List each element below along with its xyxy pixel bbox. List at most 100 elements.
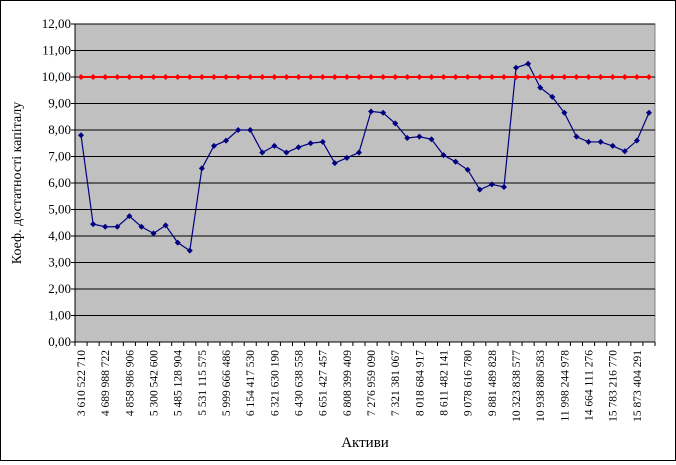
data-point: [476, 186, 483, 193]
data-point: [126, 74, 133, 80]
data-point: [259, 149, 266, 156]
data-point: [162, 74, 169, 80]
x-tick-label: 8 018 684 917: [414, 350, 426, 416]
data-point: [609, 142, 616, 149]
x-tick-label: 9 078 616 780: [463, 350, 475, 416]
x-tick-label: 8 611 482 141: [439, 350, 451, 416]
data-point: [585, 138, 592, 145]
x-tick-label: 6 430 638 558: [294, 350, 306, 416]
x-tick-label: 15 783 216 770: [608, 350, 620, 422]
data-point: [343, 74, 350, 80]
y-tick-label: 8,00: [48, 122, 71, 137]
data-point: [186, 247, 193, 254]
data-point: [198, 74, 205, 80]
data-point: [114, 74, 121, 80]
data-point: [609, 74, 616, 80]
data-point: [368, 108, 375, 115]
data-point: [525, 74, 532, 80]
data-point: [380, 74, 387, 80]
data-point: [416, 133, 423, 140]
data-point: [271, 142, 278, 149]
y-tick-label: 9,00: [48, 96, 71, 111]
data-point: [247, 74, 254, 80]
data-point: [102, 223, 109, 230]
data-point: [295, 74, 302, 80]
data-point: [404, 74, 411, 80]
y-tick-label: 1,00: [48, 308, 71, 323]
x-tick-label: 5 531 115 575: [197, 350, 209, 416]
series-2: [78, 74, 652, 80]
data-point: [283, 74, 290, 80]
data-point: [392, 74, 399, 80]
data-point: [210, 142, 217, 149]
data-point: [428, 74, 435, 80]
data-point: [597, 138, 604, 145]
data-point: [621, 148, 628, 155]
data-point: [597, 74, 604, 80]
data-point: [573, 74, 580, 80]
data-point: [404, 134, 411, 141]
data-point: [440, 152, 447, 159]
data-point: [549, 93, 556, 100]
data-point: [416, 74, 423, 80]
data-point: [271, 74, 278, 80]
data-point: [561, 74, 568, 80]
series-group: [78, 60, 652, 254]
data-point: [247, 127, 254, 133]
y-tick-label: 3,00: [48, 255, 71, 270]
data-point: [513, 64, 520, 71]
y-tick-label: 0,00: [48, 334, 71, 349]
data-point: [126, 213, 133, 220]
x-axis-ticks: 3 610 522 710 4 689 988 722 4 858 986 906 5…: [74, 342, 656, 422]
data-point: [380, 109, 387, 116]
data-point: [488, 74, 495, 80]
x-tick-label: 3 610 522 710: [76, 350, 88, 416]
data-point: [90, 221, 97, 228]
x-tick-label: 9 881 489 828: [487, 350, 499, 416]
data-point: [319, 138, 326, 145]
data-point: [198, 165, 205, 172]
data-point: [235, 74, 242, 80]
data-point: [331, 160, 338, 167]
data-point: [223, 74, 230, 80]
data-point: [452, 74, 459, 80]
x-tick-label: 7 321 381 067: [390, 350, 402, 416]
data-point: [150, 230, 157, 237]
data-point: [259, 74, 266, 80]
data-point: [283, 149, 290, 156]
x-tick-label: 6 651 427 457: [318, 350, 330, 416]
x-tick-label: 5 485 128 904: [173, 350, 185, 416]
y-tick-label: 12,00: [42, 16, 71, 31]
data-point: [90, 74, 97, 80]
data-point: [307, 140, 314, 147]
data-point: [331, 74, 338, 80]
data-point: [186, 74, 193, 80]
data-point: [343, 154, 350, 161]
data-point: [319, 74, 326, 80]
y-tick-label: 2,00: [48, 281, 71, 296]
data-point: [307, 74, 314, 80]
y-tick-label: 5,00: [48, 202, 71, 217]
data-point: [525, 60, 532, 67]
y-axis-ticks: 0,00 1,00 2,00 3,00 4,00 5,00 6,00 7,00 8,00 9,00…: [42, 16, 75, 349]
x-tick-label: 6 808 399 409: [342, 350, 354, 416]
data-point: [174, 239, 181, 246]
data-point: [174, 74, 181, 80]
y-tick-label: 4,00: [48, 228, 71, 243]
data-point: [500, 183, 507, 190]
data-point: [150, 74, 157, 80]
data-point: [138, 223, 145, 230]
data-point: [464, 166, 471, 173]
data-point: [368, 74, 375, 80]
x-tick-label: 7 276 959 090: [366, 350, 378, 416]
data-point: [355, 74, 362, 80]
series-line: [80, 63, 650, 252]
x-tick-label: 6 321 630 190: [269, 350, 281, 416]
data-point: [500, 74, 507, 80]
x-tick-label: 10 938 880 583: [535, 350, 547, 422]
x-axis-label: Активи: [341, 435, 389, 451]
data-point: [452, 158, 459, 165]
data-point: [645, 74, 652, 80]
